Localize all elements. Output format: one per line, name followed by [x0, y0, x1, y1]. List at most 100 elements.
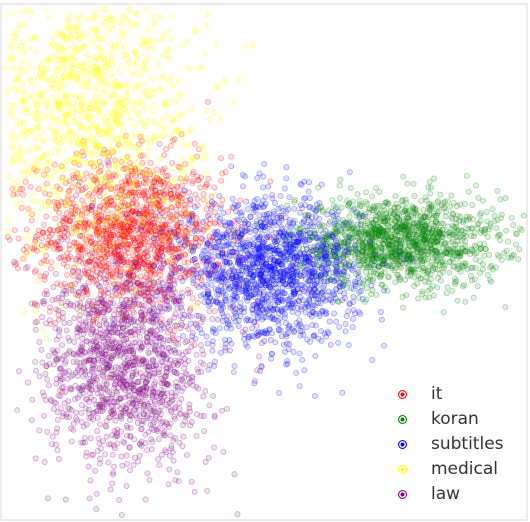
- point-koran: [431, 243, 438, 250]
- point-medical: [188, 230, 194, 237]
- point-it: [162, 146, 169, 153]
- point-it: [168, 270, 175, 277]
- point-koran: [372, 236, 378, 243]
- point-it: [135, 302, 142, 309]
- point-it: [77, 246, 84, 253]
- point-koran: [419, 268, 426, 274]
- point-koran: [448, 192, 455, 199]
- point-koran: [502, 195, 509, 202]
- point-it: [198, 174, 205, 181]
- point-it: [164, 194, 171, 200]
- point-koran: [378, 268, 385, 274]
- point-it: [86, 219, 93, 226]
- point-medical: [206, 116, 213, 123]
- point-subtitles: [343, 313, 350, 320]
- point-koran: [402, 231, 409, 238]
- point-it: [165, 246, 172, 253]
- point-koran: [392, 258, 399, 265]
- point-koran: [512, 241, 519, 248]
- point-it: [113, 204, 120, 211]
- point-koran: [475, 194, 482, 201]
- point-medical: [200, 155, 207, 162]
- point-it: [139, 259, 146, 266]
- point-it: [82, 222, 89, 229]
- point-it: [101, 236, 107, 243]
- point-subtitles: [290, 242, 297, 249]
- point-medical: [113, 117, 120, 124]
- point-it: [113, 253, 120, 260]
- point-medical: [75, 224, 82, 231]
- point-subtitles: [195, 284, 202, 291]
- point-it: [75, 273, 82, 280]
- point-it: [144, 213, 151, 220]
- point-it: [157, 272, 164, 279]
- point-it: [150, 212, 157, 219]
- point-subtitles: [350, 206, 357, 213]
- point-koran: [503, 227, 510, 234]
- point-it: [55, 245, 62, 252]
- point-it: [144, 248, 151, 255]
- point-it: [116, 251, 122, 258]
- point-subtitles: [356, 309, 363, 316]
- point-it: [135, 246, 142, 252]
- point-it: [88, 274, 94, 281]
- point-koran: [337, 176, 344, 183]
- point-koran: [403, 219, 410, 226]
- point-it: [202, 184, 209, 190]
- point-it: [130, 170, 137, 177]
- point-koran: [364, 275, 371, 282]
- point-subtitles: [292, 254, 298, 261]
- point-medical: [114, 197, 121, 203]
- point-it: [180, 211, 187, 218]
- point-subtitles: [264, 210, 271, 217]
- point-subtitles: [151, 235, 158, 242]
- point-subtitles: [322, 297, 329, 304]
- point-subtitles: [242, 173, 248, 180]
- point-it: [81, 288, 88, 295]
- point-it: [140, 261, 147, 268]
- point-koran: [410, 180, 417, 187]
- point-subtitles: [345, 308, 352, 315]
- point-subtitles: [259, 316, 266, 323]
- point-subtitles: [299, 220, 306, 227]
- point-it: [125, 178, 132, 185]
- point-it: [126, 228, 133, 235]
- point-medical: [84, 51, 91, 58]
- point-medical: [118, 113, 125, 120]
- point-koran: [380, 203, 387, 210]
- point-it: [86, 234, 93, 240]
- point-it: [195, 177, 202, 184]
- point-subtitles: [234, 203, 241, 210]
- point-it: [151, 178, 158, 185]
- point-subtitles: [293, 369, 300, 376]
- point-it: [114, 247, 121, 254]
- point-it: [121, 247, 128, 254]
- point-it: [159, 169, 166, 176]
- point-it: [4, 233, 11, 240]
- point-medical: [130, 130, 137, 137]
- point-subtitles: [345, 249, 352, 256]
- point-subtitles: [185, 290, 192, 297]
- point-subtitles: [265, 291, 272, 298]
- point-it: [93, 247, 100, 254]
- point-it: [97, 184, 103, 191]
- point-koran: [502, 304, 509, 311]
- point-it: [20, 255, 27, 262]
- point-subtitles: [237, 233, 244, 240]
- point-it: [198, 277, 205, 284]
- point-it: [79, 246, 85, 253]
- point-it: [156, 197, 163, 204]
- point-koran: [444, 249, 451, 256]
- point-it: [124, 175, 131, 181]
- point-it: [155, 201, 162, 208]
- point-koran: [473, 182, 479, 189]
- point-medical: [198, 63, 205, 70]
- point-it: [143, 206, 150, 213]
- point-subtitles: [213, 297, 220, 304]
- point-it: [107, 222, 114, 229]
- point-subtitles: [278, 276, 284, 283]
- point-it: [121, 235, 128, 242]
- point-it: [107, 176, 114, 183]
- point-it: [167, 283, 174, 290]
- point-subtitles: [250, 202, 257, 209]
